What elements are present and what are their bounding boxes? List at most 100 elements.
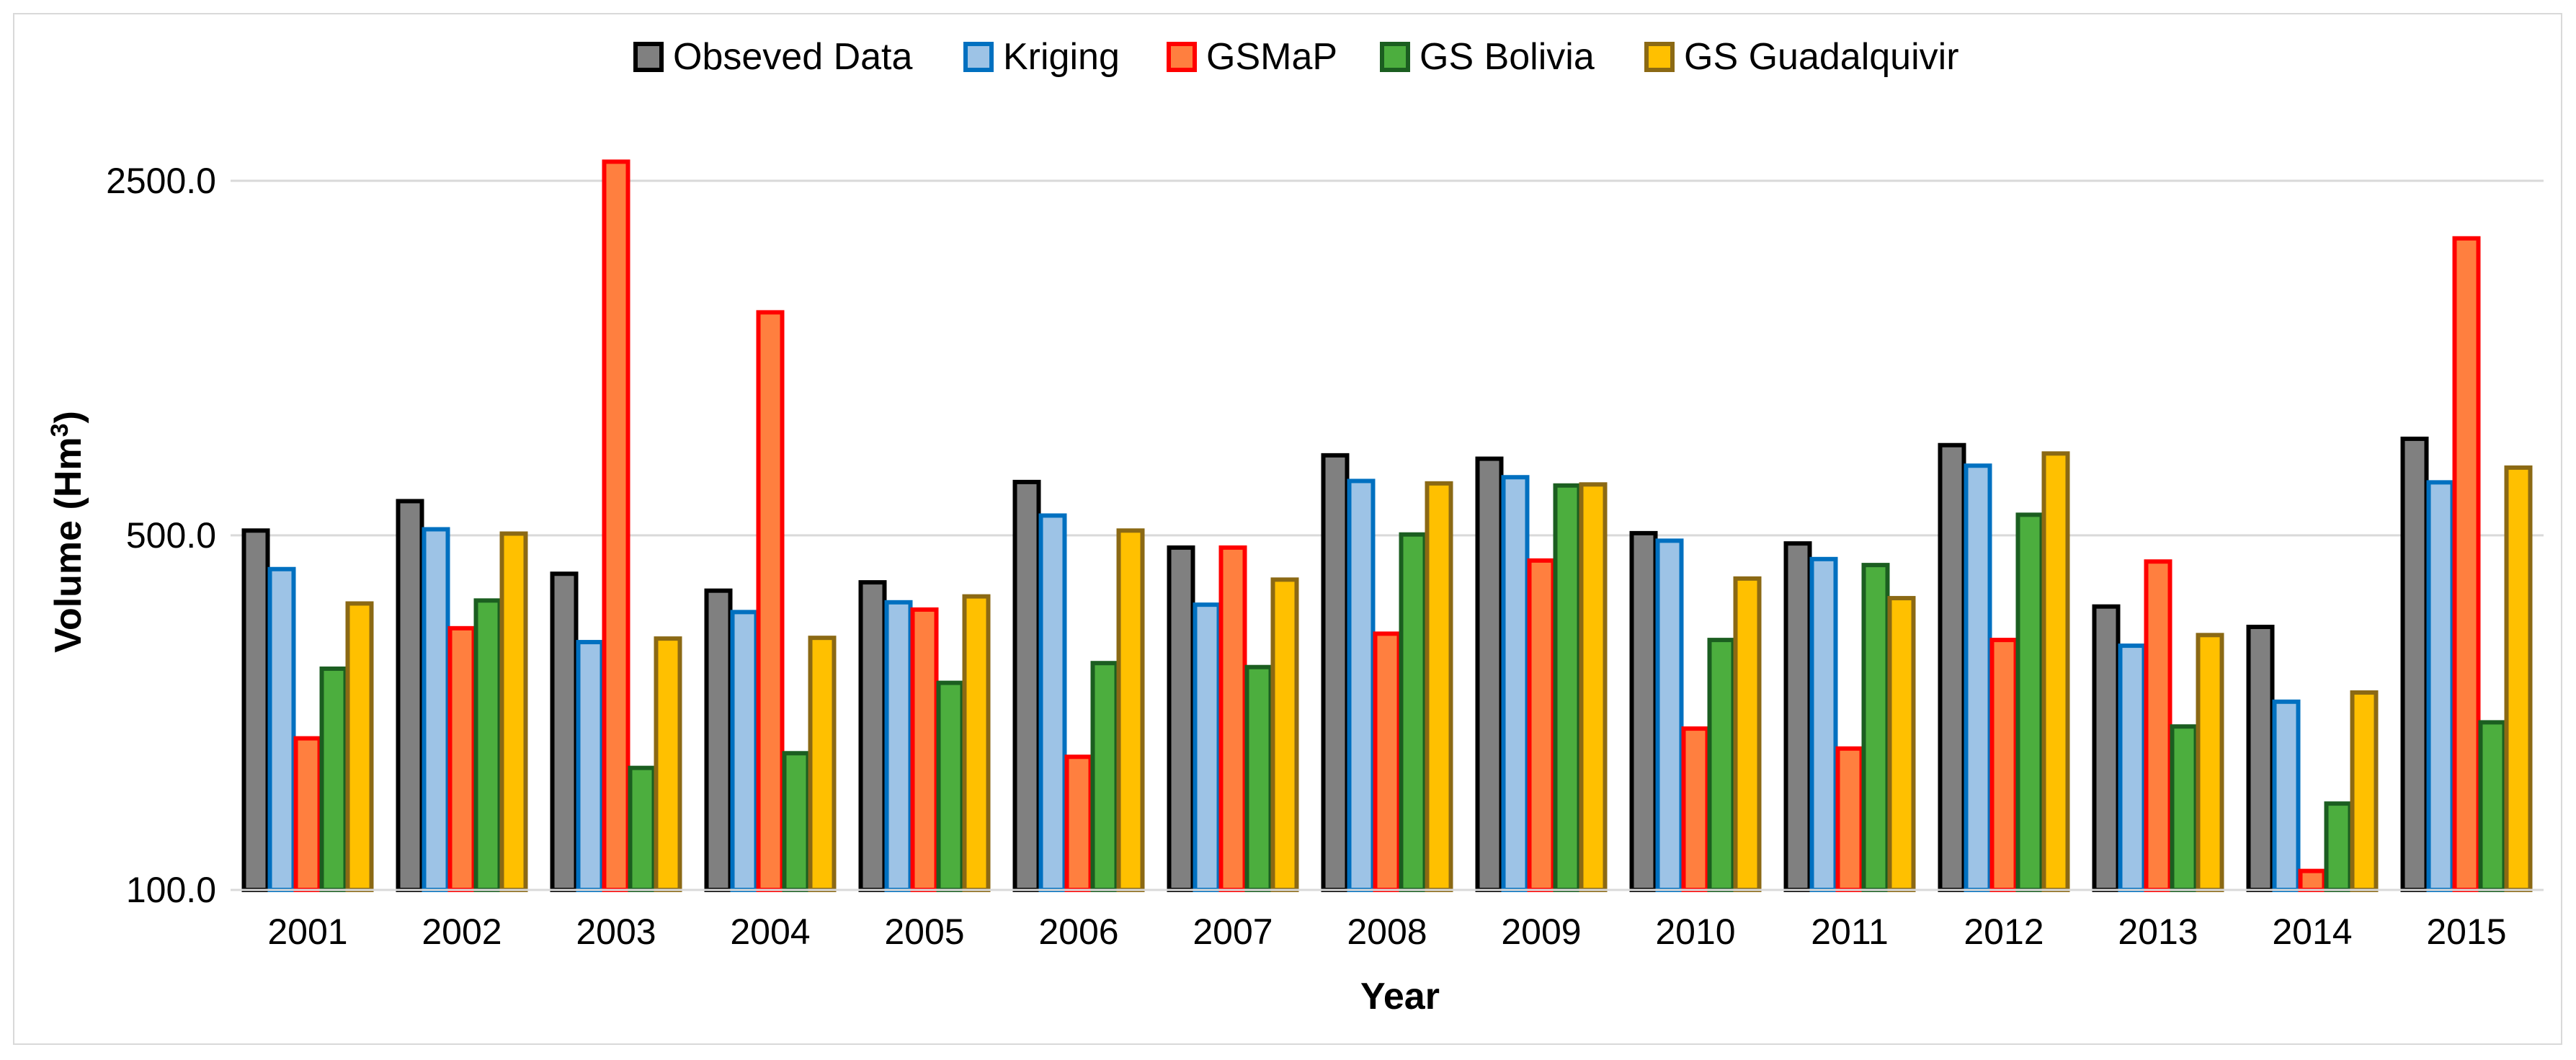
x-tick-label: 2008 <box>1347 912 1427 952</box>
bar-gs-bolivia-2014 <box>2324 801 2353 892</box>
bar-gsmap-2009 <box>1527 558 1556 893</box>
x-tick-label: 2014 <box>2272 912 2352 952</box>
bar-gs-guadalquivir-2002 <box>499 531 528 892</box>
bar-gs-guadalquivir-2001 <box>345 601 374 892</box>
bar-obseved-data-2015 <box>2400 436 2429 892</box>
legend-swatch <box>1644 42 1675 72</box>
bar-gs-bolivia-2003 <box>628 765 656 892</box>
bar-obseved-data-2012 <box>1938 442 1966 892</box>
x-tick-labels: 2001 2002 2003 2004 2005 2006 2007 2008 2009 2010… <box>267 912 2506 952</box>
bar-obseved-data-2008 <box>1321 453 1350 892</box>
bar-gs-guadalquivir-2011 <box>1887 596 1916 892</box>
bar-gs-bolivia-2015 <box>2478 720 2507 893</box>
bar-gs-bolivia-2004 <box>782 751 811 893</box>
y-tick-label: 2500.0 <box>106 161 216 201</box>
x-tick-label: 2001 <box>267 912 347 952</box>
legend-item-kriging: Kriging <box>963 36 1120 78</box>
bar-kriging-2010 <box>1655 538 1684 892</box>
x-tick-label: 2010 <box>1655 912 1735 952</box>
chart-frame: 100.0 500.0 2500.0 2001 2002 2003 2004 2005 200… <box>13 13 2562 1045</box>
bar-obseved-data-2007 <box>1167 545 1195 892</box>
gridlines <box>231 179 2544 537</box>
bar-kriging-2011 <box>1809 556 1838 893</box>
bar-gsmap-2004 <box>756 310 785 893</box>
bar-kriging-2003 <box>576 640 605 892</box>
bar-gs-guadalquivir-2008 <box>1425 481 1453 892</box>
bar-gsmap-2005 <box>910 607 939 892</box>
legend-swatch <box>633 42 664 72</box>
bar-gs-bolivia-2011 <box>1861 563 1890 892</box>
legend-label: Obseved Data <box>673 36 912 78</box>
bar-gs-guadalquivir-2015 <box>2504 465 2533 892</box>
legend-swatch <box>1167 42 1197 72</box>
bar-kriging-2009 <box>1501 475 1530 892</box>
x-tick-label: 2007 <box>1193 912 1273 952</box>
y-tick-labels: 100.0 500.0 2500.0 <box>106 161 216 910</box>
x-tick-label: 2012 <box>1964 912 2044 952</box>
legend-label: GSMaP <box>1206 36 1337 78</box>
bar-obseved-data-2004 <box>704 588 733 892</box>
bar-gsmap-2010 <box>1681 726 1710 893</box>
bar-gsmap-2011 <box>1835 746 1864 892</box>
legend: Obseved Data Kriging GSMaP GS Bolivia GS Gua… <box>633 36 1959 78</box>
bar-gs-bolivia-2001 <box>319 666 348 892</box>
bar-obseved-data-2014 <box>2246 624 2275 892</box>
y-tick-label: 100.0 <box>126 870 216 910</box>
bars <box>241 159 2533 893</box>
bar-gs-guadalquivir-2009 <box>1579 482 1608 892</box>
bar-gs-bolivia-2007 <box>1244 664 1273 892</box>
x-axis-title: Year <box>1360 976 1440 1017</box>
bar-kriging-2005 <box>884 600 913 892</box>
x-tick-label: 2011 <box>1811 912 1889 952</box>
x-tick-label: 2002 <box>422 912 502 952</box>
bar-gsmap-2013 <box>2144 559 2172 892</box>
bar-gs-guadalquivir-2004 <box>808 636 837 892</box>
y-tick-label: 500.0 <box>126 515 216 556</box>
bar-gs-bolivia-2013 <box>2170 724 2198 892</box>
y-axis-title-close: ) <box>48 411 89 423</box>
x-tick-label: 2004 <box>730 912 810 952</box>
bar-gs-bolivia-2010 <box>1707 638 1736 892</box>
y-axis-title: Volume (Hm3) <box>46 411 89 653</box>
legend-label: Kriging <box>1003 36 1120 78</box>
bar-obseved-data-2013 <box>2092 604 2121 893</box>
bar-gs-bolivia-2009 <box>1553 483 1582 892</box>
bar-kriging-2014 <box>2272 699 2301 893</box>
bar-kriging-2002 <box>422 527 450 893</box>
bar-gsmap-2002 <box>447 625 476 892</box>
bar-gs-guadalquivir-2013 <box>2196 633 2224 892</box>
bar-gsmap-2001 <box>293 736 322 892</box>
legend-swatch <box>963 42 994 72</box>
bar-gs-bolivia-2006 <box>1090 661 1119 892</box>
bar-gsmap-2015 <box>2452 236 2481 893</box>
bar-gsmap-2014 <box>2298 868 2327 892</box>
bar-obseved-data-2010 <box>1629 530 1658 892</box>
bar-gsmap-2007 <box>1218 545 1247 892</box>
bar-gsmap-2012 <box>1989 638 2018 892</box>
bar-gs-bolivia-2002 <box>473 598 502 892</box>
bar-gs-guadalquivir-2006 <box>1116 528 1145 892</box>
bar-gs-guadalquivir-2005 <box>962 594 991 892</box>
legend-label: GS Guadalquivir <box>1684 36 1959 78</box>
bar-kriging-2015 <box>2426 480 2455 892</box>
bar-obseved-data-2005 <box>858 580 887 893</box>
bar-gs-guadalquivir-2010 <box>1733 576 1762 892</box>
bar-obseved-data-2006 <box>1012 479 1041 892</box>
x-tick-label: 2009 <box>1501 912 1581 952</box>
x-tick-label: 2013 <box>2118 912 2198 952</box>
legend-item-gs-bolivia: GS Bolivia <box>1380 36 1595 78</box>
bar-gs-guadalquivir-2012 <box>2041 451 2070 892</box>
bar-gs-bolivia-2008 <box>1399 532 1427 892</box>
bar-kriging-2007 <box>1193 602 1221 892</box>
y-axis-title-main: Volume (Hm <box>48 437 89 653</box>
bar-obseved-data-2009 <box>1475 456 1504 892</box>
bar-kriging-2008 <box>1347 478 1376 892</box>
bar-kriging-2006 <box>1038 513 1067 892</box>
bar-gsmap-2006 <box>1064 754 1093 892</box>
x-tick-label: 2003 <box>576 912 656 952</box>
x-tick-label: 2015 <box>2426 912 2506 952</box>
bar-kriging-2012 <box>1964 463 1992 892</box>
bar-gs-guadalquivir-2003 <box>654 636 682 892</box>
legend-label: GS Bolivia <box>1420 36 1595 78</box>
